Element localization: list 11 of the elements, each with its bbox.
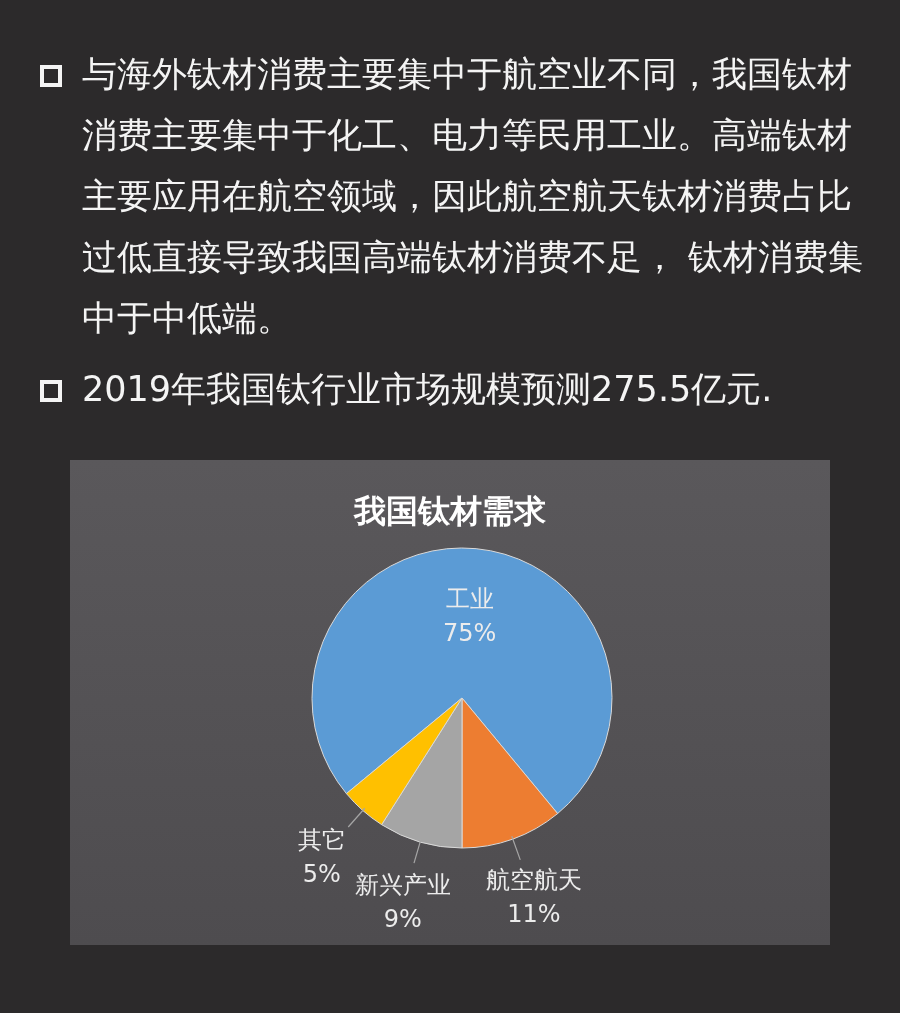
slice-label: 工业 [445, 584, 494, 613]
slice-label: 新兴产业 [354, 870, 451, 899]
slice-label: 航空航天 [485, 866, 582, 895]
data-label: 5% [302, 860, 341, 889]
text: 与海外钛材消费主要集中于航空业不同，我国钛材消费主要集中于化工、电力等民用工业。高端钛材主要应用在航空领域，因此航空航天钛材消费占比过低直接导致我国高端钛材消费不足， 钛材消费集中于中低端。 [82, 53, 865, 340]
text: 2019年我国钛行业市场规模预测275.5亿元. [82, 368, 774, 411]
chart-title: 我国钛材需求 [353, 492, 546, 530]
data-label: 75% [443, 618, 497, 647]
data-label: 11% [507, 900, 561, 929]
slice-label: 其它 [297, 826, 346, 855]
data-label: 9% [383, 904, 422, 933]
